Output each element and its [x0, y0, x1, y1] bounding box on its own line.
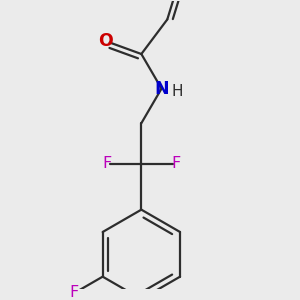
Text: O: O	[98, 32, 113, 50]
Text: F: F	[171, 156, 181, 171]
Text: H: H	[172, 84, 183, 99]
Text: F: F	[70, 285, 79, 300]
Text: F: F	[102, 156, 111, 171]
Text: N: N	[154, 80, 169, 98]
